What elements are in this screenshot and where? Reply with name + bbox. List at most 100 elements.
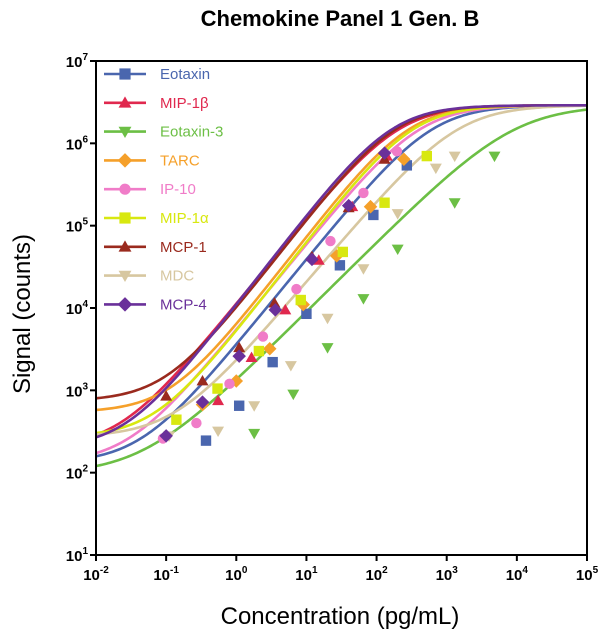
data-point-mcp-4 xyxy=(232,349,246,363)
data-point-mdc xyxy=(248,401,261,412)
data-point-mcp-1 xyxy=(233,341,246,353)
data-point-tarc xyxy=(397,152,411,167)
y-axis-label: Signal (counts) xyxy=(9,234,36,394)
y-tick-label: 101 xyxy=(66,546,89,565)
data-point-mip-1 xyxy=(279,303,292,315)
legend-item-mcp-1: MCP-1 xyxy=(104,239,207,256)
x-tick-label: 10-1 xyxy=(153,565,179,584)
legend-marker xyxy=(118,96,132,108)
legend-label: MCP-1 xyxy=(160,239,207,256)
data-point-eotaxin xyxy=(233,400,245,411)
y-tick-label: 107 xyxy=(66,52,89,71)
y-tick-label: 103 xyxy=(66,381,89,400)
data-point-ip-10 xyxy=(191,417,202,429)
data-point-mcp-4 xyxy=(341,198,356,213)
legend-marker xyxy=(119,183,131,195)
fit-curves xyxy=(95,103,588,468)
data-point-mcp-1 xyxy=(196,374,209,386)
data-point-mdc xyxy=(321,313,334,325)
data-point-mcp-4 xyxy=(195,395,210,409)
data-point-ip-10 xyxy=(358,187,369,199)
curve-eotaxin-3 xyxy=(95,108,588,468)
x-tick-label: 10-2 xyxy=(83,565,109,584)
data-point-mip-1 xyxy=(171,414,182,425)
data-point-mcp-4 xyxy=(159,429,173,443)
data-point-mdc xyxy=(212,426,225,438)
legend-item-eotaxin-3: Eotaxin-3 xyxy=(104,124,223,141)
y-tick-label: 106 xyxy=(66,134,89,153)
legend-marker xyxy=(117,153,133,168)
data-point-mcp-1 xyxy=(160,390,173,401)
data-point-eotaxin-3 xyxy=(391,244,404,256)
data-point-mip-1 xyxy=(212,394,225,406)
legend-label: MDC xyxy=(160,268,194,285)
legend-item-mip-1: MIP-1α xyxy=(104,210,209,227)
axis-ticks: 10-2 10-1 100 101 102 103 104 105 101 102 103 104 10… xyxy=(66,52,599,584)
data-point-tarc xyxy=(262,341,277,356)
data-point-mip-1 xyxy=(379,197,390,208)
x-tick-label: 101 xyxy=(295,565,318,584)
data-point-mcp-4 xyxy=(377,146,392,160)
legend-label: IP-10 xyxy=(160,181,196,198)
legend-label: TARC xyxy=(160,152,200,169)
legend-item-mip-1: MIP-1β xyxy=(104,95,209,112)
legend-marker xyxy=(119,212,131,224)
y-tick-label: 102 xyxy=(66,464,89,483)
data-point-mip-1 xyxy=(253,345,265,357)
chart-title: Chemokine Panel 1 Gen. B xyxy=(201,6,480,31)
x-tick-label: 100 xyxy=(225,565,248,584)
data-point-tarc xyxy=(363,199,378,214)
data-markers xyxy=(157,146,501,446)
data-point-eotaxin xyxy=(200,435,212,446)
data-point-eotaxin-3 xyxy=(488,151,501,163)
legend-marker xyxy=(118,126,132,139)
legend-item-ip-10: IP-10 xyxy=(104,181,196,198)
x-tick-label: 104 xyxy=(506,565,529,584)
y-tick-label: 105 xyxy=(66,217,89,236)
data-point-mdc xyxy=(357,264,370,275)
data-point-eotaxin-3 xyxy=(248,428,261,440)
data-point-eotaxin xyxy=(334,260,346,271)
legend-item-mdc: MDC xyxy=(104,268,194,285)
legend-label: Eotaxin-3 xyxy=(160,124,223,141)
data-point-eotaxin-3 xyxy=(321,343,334,354)
curve-mdc xyxy=(95,104,588,436)
legend-marker xyxy=(118,270,132,283)
legend-label: MIP-1α xyxy=(160,210,209,227)
data-point-eotaxin xyxy=(368,209,379,221)
data-point-ip-10 xyxy=(391,146,403,157)
data-point-ip-10 xyxy=(325,235,336,247)
legend-item-eotaxin: Eotaxin xyxy=(104,66,210,83)
legend-marker xyxy=(117,297,133,312)
data-point-eotaxin-3 xyxy=(357,294,370,305)
legend-marker xyxy=(118,240,132,252)
data-point-mip-1 xyxy=(295,294,306,306)
legend-label: MIP-1β xyxy=(160,95,209,112)
legend-label: MCP-4 xyxy=(160,296,207,313)
data-point-ip-10 xyxy=(224,378,235,390)
data-point-eotaxin xyxy=(267,356,278,368)
data-point-mdc xyxy=(284,361,297,372)
curve-mcp-4 xyxy=(95,103,587,439)
x-tick-label: 105 xyxy=(576,565,599,584)
data-point-ip-10 xyxy=(291,283,302,295)
data-point-mcp-4 xyxy=(268,303,283,317)
data-point-mip-1 xyxy=(212,383,223,394)
y-tick-label: 104 xyxy=(66,299,89,318)
legend-item-mcp-4: MCP-4 xyxy=(104,296,207,313)
data-point-eotaxin-3 xyxy=(287,389,300,401)
data-point-ip-10 xyxy=(257,331,269,342)
data-point-mcp-4 xyxy=(305,252,319,267)
data-point-mip-1 xyxy=(421,150,432,162)
data-point-mdc xyxy=(391,209,404,220)
legend: Eotaxin MIP-1β Eotaxin-3 TARC IP-10 MIP-1α MCP… xyxy=(104,66,223,313)
data-point-mdc xyxy=(429,163,442,175)
data-point-mip-1 xyxy=(245,351,258,363)
data-point-eotaxin xyxy=(301,308,312,320)
data-point-mcp-1 xyxy=(268,297,281,308)
legend-label: Eotaxin xyxy=(160,66,210,83)
plot-frame xyxy=(95,60,588,556)
x-tick-label: 102 xyxy=(365,565,388,584)
data-point-eotaxin-3 xyxy=(448,198,461,209)
